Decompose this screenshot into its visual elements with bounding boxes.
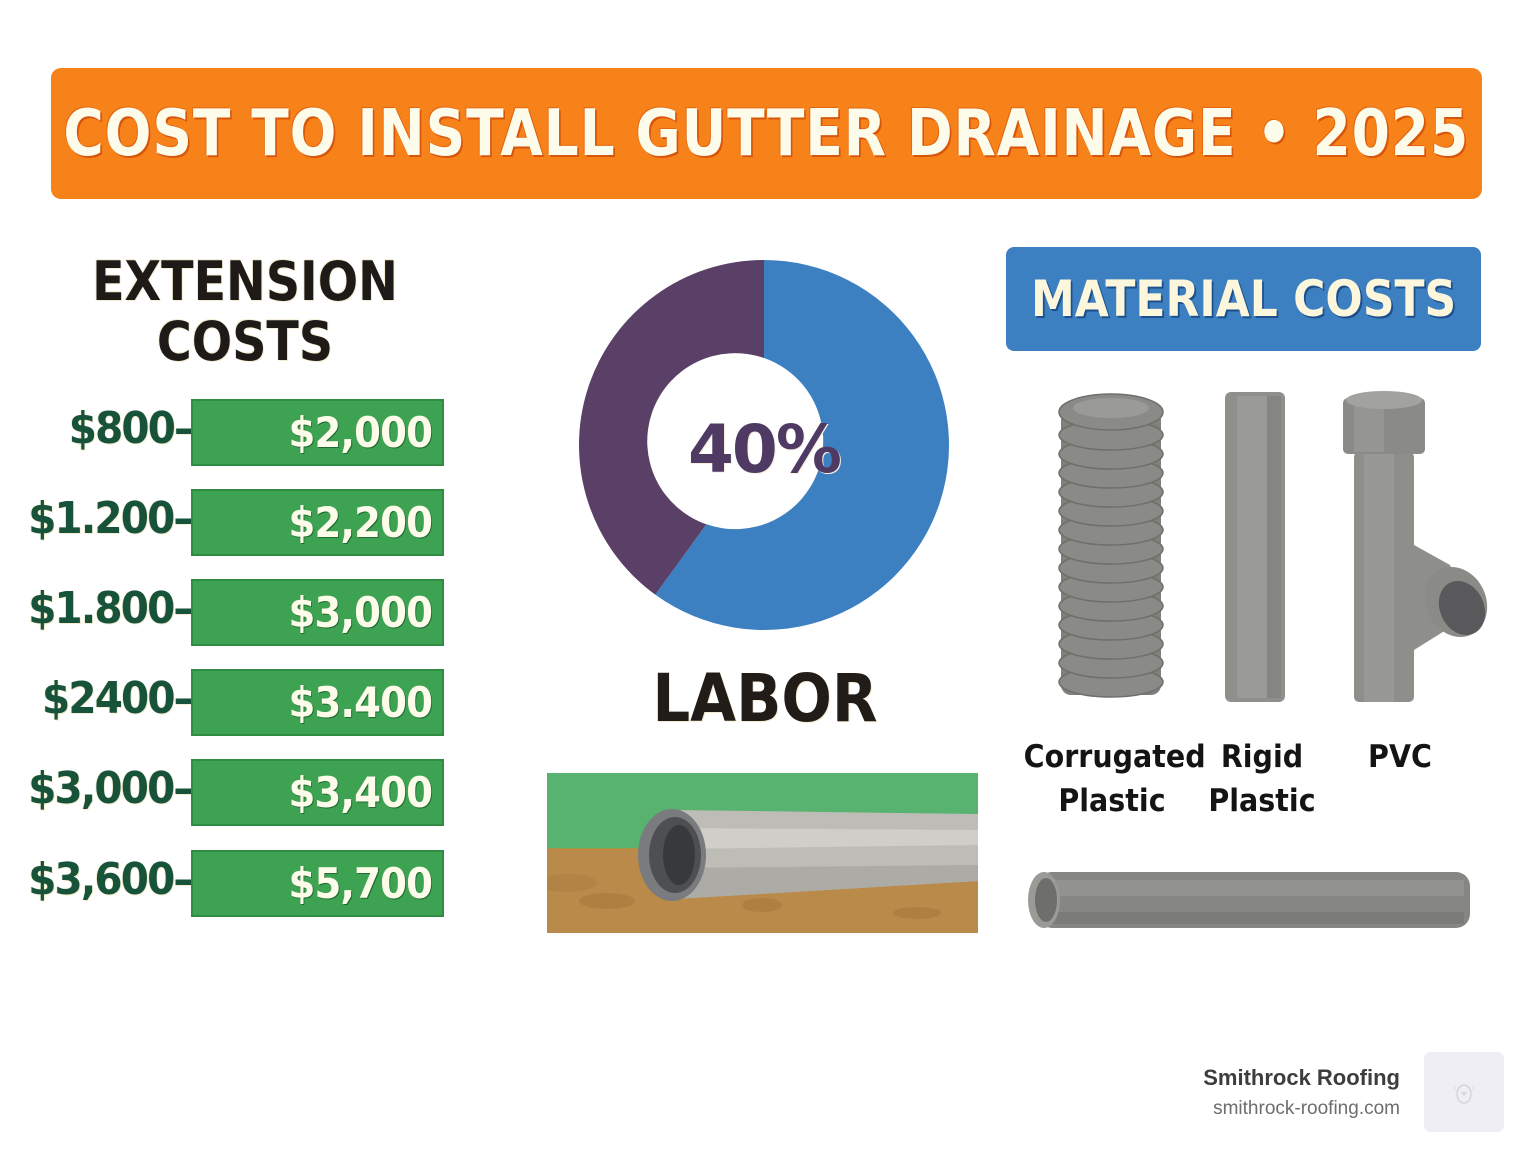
range-high: $3,000 — [288, 588, 433, 637]
range-high-box: $2,000 — [191, 399, 444, 466]
cost-range-row: $3,600– $5,700 — [20, 850, 450, 918]
range-high-box: $3,000 — [191, 579, 444, 646]
buried-pipe-illustration — [547, 773, 978, 933]
range-high: $3,400 — [288, 768, 433, 817]
corrugated-pipe-icon — [1058, 393, 1164, 698]
material-costs-heading: MATERIAL COSTS — [1030, 270, 1457, 328]
donut-segment-other — [655, 260, 949, 630]
extension-heading-line1: EXTENSION — [92, 250, 398, 313]
labor-donut-chart: 40% — [578, 260, 949, 630]
labor-label: LABOR — [652, 660, 878, 737]
donut-svg — [578, 260, 949, 630]
extension-costs-heading: EXTENSION COSTS — [82, 252, 408, 372]
cost-range-row: $3,000– $3,400 — [20, 759, 450, 827]
range-high-box: $5,700 — [191, 850, 444, 917]
range-high: $2,200 — [288, 498, 433, 547]
title-banner: COST TO INSTALL GUTTER DRAINAGE • 2025 — [51, 68, 1482, 199]
bear-logo-icon — [1454, 1084, 1474, 1104]
range-low: $3,600– — [28, 854, 193, 905]
material-costs-banner: MATERIAL COSTS — [1006, 247, 1481, 351]
material-caption-rigid: Rigid Plastic — [1208, 739, 1316, 819]
donut-percentage-label: 40% — [688, 410, 842, 488]
cost-range-row: $800– $2,000 — [20, 399, 450, 467]
donut-segment-labor — [578, 260, 764, 595]
range-low: $1.200– — [28, 493, 193, 544]
brand-name: Smithrock Roofing — [1203, 1065, 1400, 1090]
brand-url[interactable]: smithrock-roofing.com — [1213, 1098, 1400, 1119]
cost-range-row: $2400– $3.400 — [20, 669, 450, 737]
range-low: $800– — [68, 403, 194, 454]
extension-heading-line2: COSTS — [156, 310, 334, 373]
cost-range-row: $1.200– $2,200 — [20, 489, 450, 557]
range-high-box: $3,400 — [191, 759, 444, 826]
range-high: $5,700 — [288, 859, 433, 908]
pvc-wye-fitting-icon — [1343, 391, 1488, 702]
range-high-box: $2,200 — [191, 489, 444, 556]
rigid-pipe-icon — [1225, 392, 1285, 702]
material-caption-pvc: PVC — [1368, 739, 1432, 775]
horizontal-pipe-icon — [1028, 872, 1470, 928]
cost-range-row: $1.800– $3,000 — [20, 579, 450, 647]
range-high: $3.400 — [288, 678, 433, 727]
material-caption-corrugated: Corrugated Plastic — [1023, 739, 1206, 819]
range-high: $2,000 — [288, 408, 433, 457]
range-low: $3,000– — [28, 763, 193, 814]
brand-logo — [1424, 1052, 1504, 1132]
range-low: $1.800– — [28, 583, 193, 634]
page-title: COST TO INSTALL GUTTER DRAINAGE • 2025 — [63, 96, 1470, 171]
range-low: $2400– — [41, 673, 194, 724]
range-high-box: $3.400 — [191, 669, 444, 736]
